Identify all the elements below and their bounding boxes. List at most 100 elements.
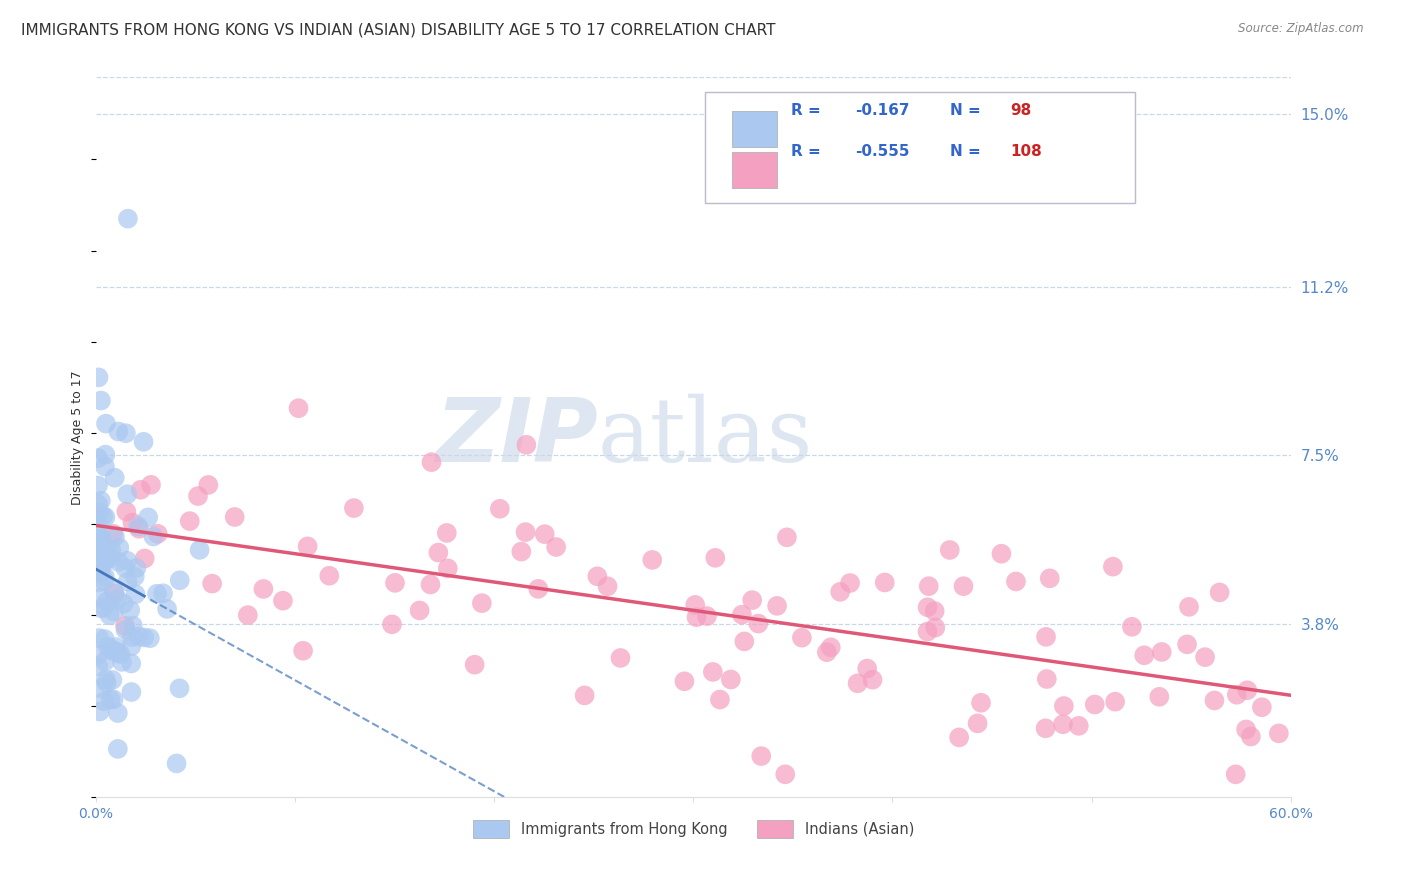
Point [110, 647, 132, 661]
Point [139, 631, 162, 645]
Point [103, 586, 125, 600]
Point [343, 501, 366, 516]
Point [586, 569, 609, 583]
Point [420, 455, 443, 469]
Point [98, 551, 121, 566]
Point [917, 624, 939, 639]
Point [87, 497, 110, 511]
Point [89, 705, 111, 719]
Point [704, 550, 727, 565]
Point [146, 526, 169, 541]
Point [948, 731, 970, 745]
Point [224, 510, 246, 524]
Point [815, 645, 838, 659]
Point [120, 685, 142, 699]
Point [127, 519, 149, 533]
Point [87, 551, 110, 566]
Point [169, 573, 191, 587]
Point [381, 617, 404, 632]
Point [87, 631, 110, 645]
Point [87, 529, 110, 543]
Point [121, 516, 143, 530]
Point [408, 603, 430, 617]
FancyBboxPatch shape [706, 92, 1136, 203]
Point [917, 600, 939, 615]
Point [94, 448, 117, 462]
Point [107, 555, 129, 569]
Point [152, 586, 174, 600]
Point [574, 689, 596, 703]
Point [93, 569, 115, 583]
Point [990, 547, 1012, 561]
Point [132, 631, 155, 645]
Point [596, 579, 619, 593]
Point [776, 530, 799, 544]
Point [533, 527, 555, 541]
Point [120, 657, 142, 671]
Point [856, 661, 879, 675]
Point [1121, 620, 1143, 634]
Text: R =: R = [792, 103, 827, 118]
Text: 108: 108 [1010, 145, 1042, 160]
Point [1005, 574, 1028, 589]
Point [1178, 599, 1201, 614]
Point [117, 487, 139, 501]
Point [107, 425, 129, 439]
Point [489, 501, 512, 516]
Point [97, 640, 120, 654]
Text: R =: R = [792, 145, 827, 160]
Point [90, 681, 112, 696]
Point [952, 579, 974, 593]
Point [87, 550, 110, 565]
Point [464, 657, 486, 672]
Point [318, 568, 340, 582]
Point [114, 561, 136, 575]
Point [471, 596, 494, 610]
Point [111, 655, 134, 669]
Point [90, 534, 112, 549]
Point [696, 609, 718, 624]
Text: -0.555: -0.555 [855, 145, 910, 160]
Point [1035, 630, 1057, 644]
Point [121, 630, 143, 644]
Point [96, 594, 118, 608]
Point [436, 525, 458, 540]
Point [115, 505, 138, 519]
Point [89, 543, 111, 558]
Point [702, 665, 724, 679]
Point [98, 608, 121, 623]
Point [87, 518, 110, 533]
Point [100, 542, 122, 557]
Point [117, 574, 139, 589]
Point [107, 645, 129, 659]
Point [1236, 683, 1258, 698]
Point [685, 610, 707, 624]
Point [515, 438, 537, 452]
Point [862, 673, 884, 687]
Point [1035, 672, 1057, 686]
Point [96, 676, 118, 690]
FancyBboxPatch shape [731, 152, 778, 187]
Point [94, 417, 117, 431]
Point [94, 510, 117, 524]
Point [115, 554, 138, 568]
Point [287, 401, 309, 416]
Point [201, 576, 224, 591]
Point [134, 551, 156, 566]
Point [1053, 698, 1076, 713]
Point [112, 597, 135, 611]
Point [709, 692, 731, 706]
Point [1084, 698, 1107, 712]
Y-axis label: Disability Age 5 to 17: Disability Age 5 to 17 [72, 370, 84, 505]
Point [1052, 717, 1074, 731]
Point [1208, 585, 1230, 599]
Point [1204, 693, 1226, 707]
Point [93, 600, 115, 615]
Point [1226, 688, 1249, 702]
Point [1149, 690, 1171, 704]
Point [236, 608, 259, 623]
Point [419, 577, 441, 591]
Point [108, 541, 131, 555]
Point [1067, 719, 1090, 733]
Point [437, 561, 460, 575]
